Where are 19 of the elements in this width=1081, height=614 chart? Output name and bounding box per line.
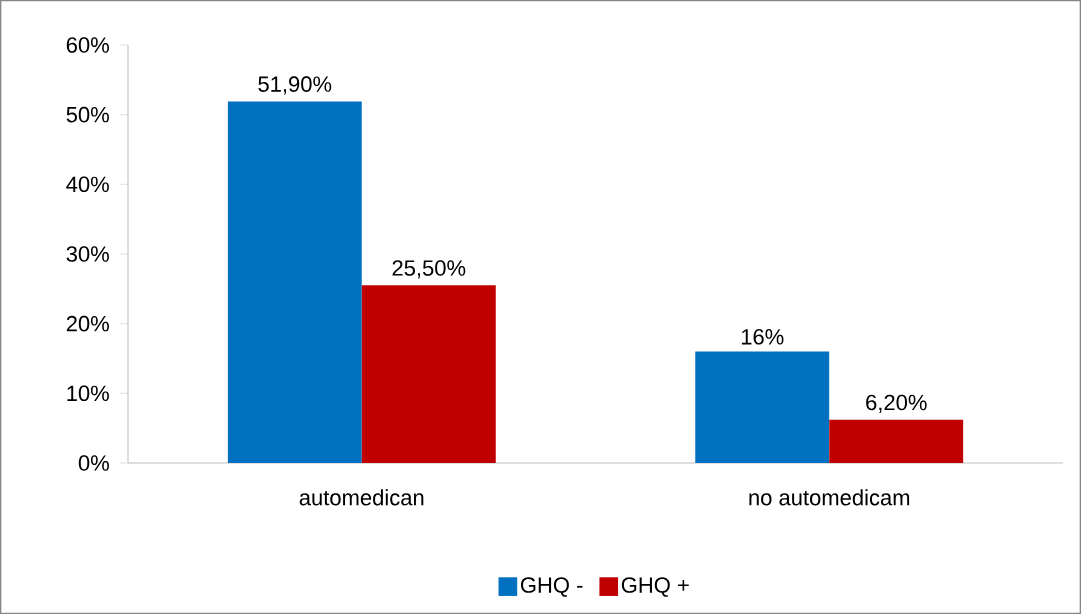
- legend-label: GHQ -: [520, 577, 583, 597]
- y-tick-label: 10%: [67, 385, 109, 402]
- x-tick-label: no automedicam: [749, 489, 910, 506]
- y-tick-label: 30%: [66, 246, 109, 262]
- bar: [829, 419, 964, 463]
- data-label: 51,90%: [258, 76, 332, 95]
- legend-label: GHQ +: [621, 577, 689, 597]
- bar: [695, 351, 830, 463]
- data-label: 16%: [741, 329, 784, 345]
- y-tick-label: 20%: [66, 315, 109, 332]
- data-label: 25,50%: [392, 260, 466, 279]
- y-tick-label: 40%: [66, 176, 109, 193]
- data-label: 6,20%: [866, 394, 927, 413]
- y-tick-label: 50%: [66, 106, 109, 123]
- x-tick-label: automedican: [299, 489, 424, 506]
- y-tick-label: 60%: [66, 37, 109, 53]
- bar: [227, 101, 362, 463]
- y-tick-label: 0%: [78, 455, 109, 471]
- bar: [361, 285, 496, 463]
